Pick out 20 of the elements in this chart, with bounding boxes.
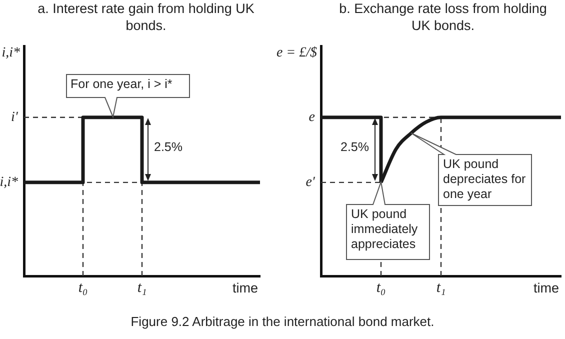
annotation: UK pound immediately appreciates (350, 206, 419, 254)
ref-line-label: e (308, 110, 315, 126)
ref-line-label: e′ (306, 175, 316, 190)
x-tick-label: t₀ (78, 280, 88, 296)
x-tick-label: t₁ (137, 280, 147, 296)
ref-line-label: i′ (11, 110, 19, 126)
x-axis-title: time (533, 280, 559, 296)
annotation: UK pound depreciates for one year (442, 156, 527, 204)
annotation: 2.5% (154, 140, 182, 154)
caption: Figure 9.2 Arbitrage in the international bond market. (130, 314, 436, 329)
ref-line-label: i,i* (0, 175, 18, 190)
x-tick-label: t₀ (376, 280, 386, 296)
chart-title: a. Interest rate gain from holding UK bonds. (36, 0, 256, 34)
annotation: 2.5% (340, 140, 369, 154)
text: For one year, i > i* (70, 76, 174, 94)
x-tick-label: t₁ (436, 280, 446, 296)
x-axis-title: time (232, 280, 258, 296)
y-axis-title: e = £/$ (276, 46, 317, 61)
y-axis-title: i,i* (2, 46, 20, 61)
chart-title: b. Exchange rate loss from holding UK bonds. (338, 0, 548, 34)
